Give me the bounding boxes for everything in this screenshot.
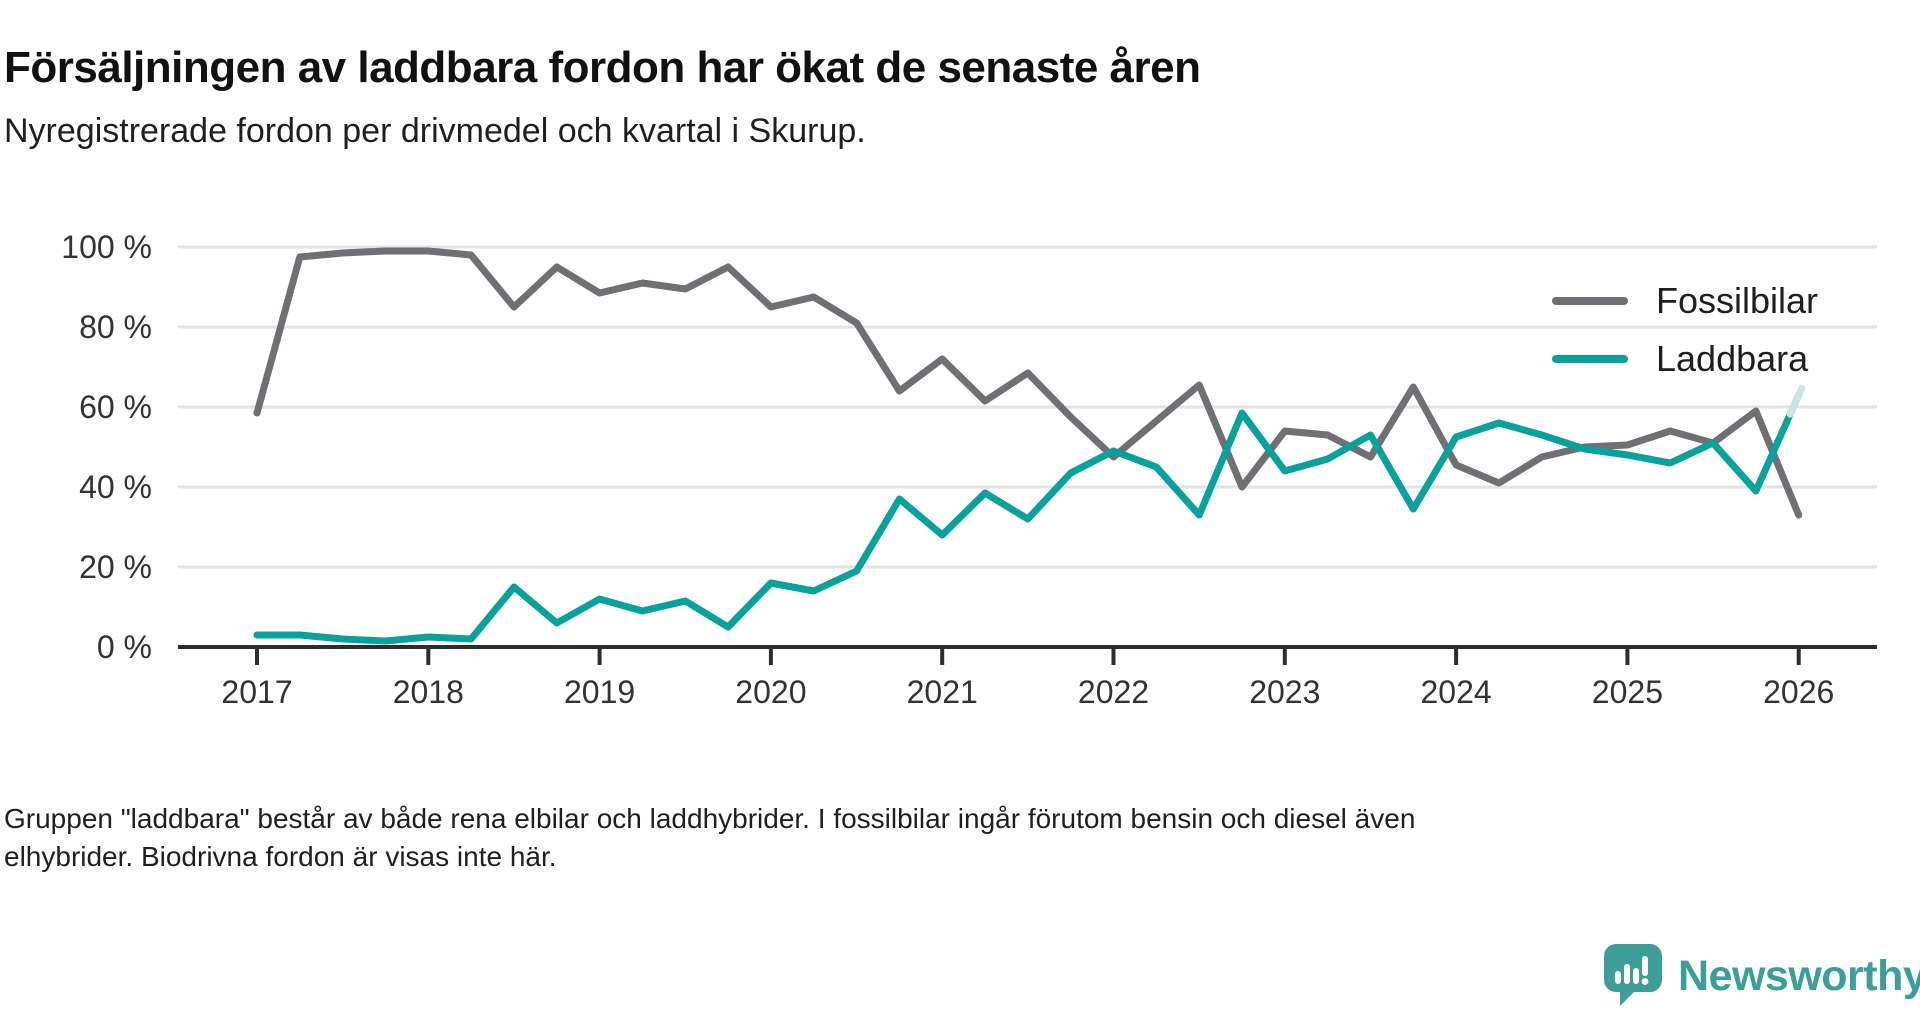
chart-footnote: Gruppen "laddbara" består av både rena e… [4,800,1884,876]
legend-label-laddbara: Laddbara [1652,338,1813,380]
footnote-line2: elhybrider. Biodrivna fordon är visas in… [4,841,557,872]
x-axis-tick-label: 2021 [907,674,978,710]
chart-legend: Fossilbilar Laddbara [1552,280,1823,380]
footnote-line1: Gruppen "laddbara" består av både rena e… [4,803,1416,834]
y-axis-tick-label: 20 % [79,549,152,585]
legend-label-fossilbilar: Fossilbilar [1652,280,1823,322]
legend-item-fossilbilar: Fossilbilar [1552,280,1823,322]
x-axis-tick-label: 2025 [1592,674,1663,710]
x-axis-tick-label: 2020 [735,674,806,710]
laddbara-preliminary-tip [1786,384,1806,418]
y-axis-tick-label: 0 % [97,629,152,665]
legend-item-laddbara: Laddbara [1552,338,1822,380]
x-axis-tick-label: 2023 [1249,674,1320,710]
line-chart: 0 % 20 % 40 % 60 % 80 % 100 % 2017 2018 2019 2020… [61,229,1877,710]
newsworthy-bubble-icon [1604,944,1662,1006]
y-axis-tick-label: 40 % [79,469,152,505]
x-axis-tick-label: 2018 [393,674,464,710]
x-axis-tick-label: 2022 [1078,674,1149,710]
newsworthy-logo: Newsworthy [1604,944,1920,1008]
y-axis-tick-label: 80 % [79,309,152,345]
y-axis-tick-label: 100 % [61,229,152,265]
x-axis-tick-label: 2024 [1421,674,1492,710]
newsworthy-brand-text: Newsworthy [1678,951,1920,1000]
x-axis-tick-label: 2026 [1763,674,1834,710]
x-axis-tick-label: 2017 [221,674,292,710]
series-line-laddbara [253,391,1803,645]
page-title: Försäljningen av laddbara fordon har öka… [4,43,1201,93]
fossilbilar-line-swatch [1552,297,1628,305]
chart-canvas: 0 % 20 % 40 % 60 % 80 % 100 % 2017 2018 2019 2020… [61,229,1877,710]
laddbara-line-swatch [1552,355,1628,363]
y-axis-tick-label: 60 % [79,389,152,425]
series-line-fossilbilar [253,247,1803,519]
x-axis-tick-label: 2019 [564,674,635,710]
page-subtitle: Nyregistrerade fordon per drivmedel och … [4,112,866,150]
